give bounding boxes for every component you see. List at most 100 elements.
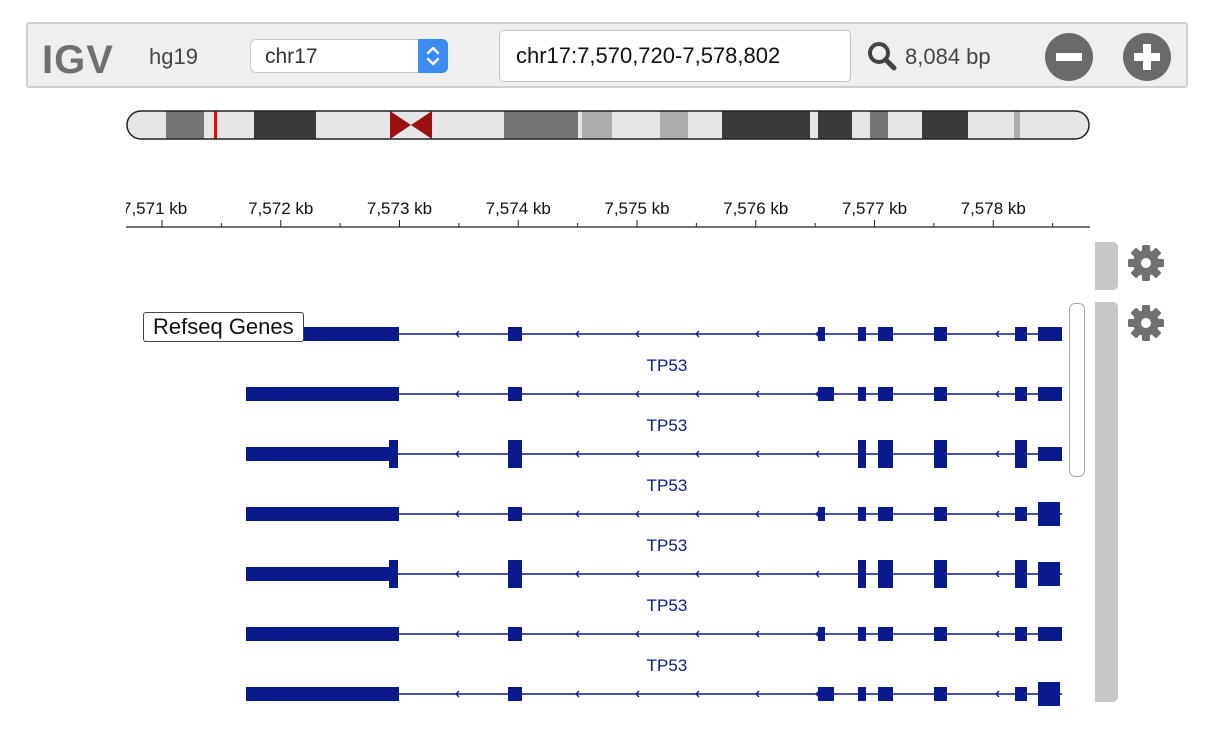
exon-block [934,627,947,641]
strand-arrow [815,450,820,458]
exon-block [1038,387,1062,401]
strand-arrow [755,630,760,638]
exon-block [508,627,522,641]
vertical-scrollbar[interactable] [1069,303,1085,477]
exon-block [389,440,398,468]
gene-track-scrollbar[interactable] [1095,302,1118,702]
exon-block [1038,447,1062,461]
ruler-tick-label: 7,574 kb [486,199,551,218]
strand-arrow [695,450,700,458]
track-name-label[interactable]: Refseq Genes [143,312,304,342]
exon-block [878,327,893,341]
exon-block [858,560,866,588]
gear-icon[interactable] [1126,303,1166,343]
strand-arrow [455,570,460,578]
ruler-track-scrollbar[interactable] [1095,242,1118,290]
exon-block [1038,627,1062,641]
exon-block [818,387,834,401]
genome-label[interactable]: hg19 [149,44,198,69]
strand-arrow [995,330,1000,338]
strand-arrow [695,570,700,578]
exon-block [508,507,522,521]
search-icon[interactable] [866,40,898,72]
strand-arrow [695,510,700,518]
transcript-feature: TP53 [246,387,1062,435]
strand-arrow [455,510,460,518]
gene-name-label: TP53 [647,476,688,495]
exon-block [246,447,389,461]
strand-arrow [635,330,640,338]
exon-block [878,440,893,468]
chromosome-select-value: chr17 [265,45,318,68]
exon-block [858,507,866,521]
strand-arrow [755,390,760,398]
exon-block [934,687,947,701]
exon-block [1015,507,1027,521]
strand-arrow [575,390,580,398]
gene-name-label: TP53 [647,596,688,615]
exon-block [1038,682,1060,706]
exon-block [858,687,866,701]
exon-block [858,440,866,468]
transcript-feature [246,682,1062,706]
strand-arrow [995,570,1000,578]
ruler-tick-label: 7,577 kb [842,199,907,218]
ruler-tick-label: 7,576 kb [723,199,788,218]
refseq-genes-track[interactable]: TP53 TP53 TP53 TP53 TP53 TP53 [126,302,1090,712]
locus-search-input[interactable] [499,30,851,82]
transcript-feature: TP53 [246,560,1062,615]
strand-arrow [455,390,460,398]
exon-block [1015,327,1027,341]
exon-block [508,560,522,588]
exon-block [1038,327,1062,341]
exon-block [1038,562,1060,586]
ruler-tick-label: 7,578 kb [961,199,1026,218]
exon-block [934,507,947,521]
chromosome-select[interactable]: chr17 [250,39,448,73]
gene-name-label: TP53 [647,356,688,375]
strand-arrow [755,510,760,518]
strand-arrow [995,690,1000,698]
strand-arrow [695,330,700,338]
ruler-tick-label: 7,572 kb [248,199,313,218]
zoom-out-icon[interactable] [1045,33,1093,81]
strand-arrow [575,690,580,698]
exon-block [1015,560,1027,588]
strand-arrow [755,570,760,578]
exon-block [1015,440,1027,468]
strand-arrow [575,330,580,338]
strand-arrow [455,690,460,698]
exon-block [878,627,893,641]
strand-arrow [635,450,640,458]
exon-block [246,627,399,641]
strand-arrow [995,630,1000,638]
exon-block [246,687,399,701]
genomic-ruler: 7,571 kb 7,572 kb 7,573 kb 7,574 kb 7,575 kb… [122,190,1114,240]
igv-logo[interactable]: IGV [42,38,114,82]
strand-arrow [575,570,580,578]
strand-arrow [755,330,760,338]
gear-icon[interactable] [1126,243,1166,283]
exon-block [878,560,893,588]
transcript-feature: TP53 [246,627,1062,675]
gene-name-label: TP53 [647,536,688,555]
transcript-feature: TP53 [246,327,1062,375]
exon-block [508,327,522,341]
chromosome-ideogram[interactable] [126,110,1090,140]
zoom-in-icon[interactable] [1123,33,1171,81]
exon-block [934,560,947,588]
exon-block [934,440,947,468]
window-size-label: 8,084 bp [905,44,991,69]
exon-block [858,327,866,341]
strand-arrow [695,390,700,398]
strand-arrow [995,390,1000,398]
exon-block [818,507,825,521]
select-stepper-icon[interactable] [418,39,448,73]
exon-block [858,387,866,401]
strand-arrow [635,690,640,698]
exon-block [878,387,893,401]
transcript-feature: TP53 [246,440,1062,495]
exon-block [389,560,398,588]
strand-arrow [575,510,580,518]
gene-name-label: TP53 [647,656,688,675]
